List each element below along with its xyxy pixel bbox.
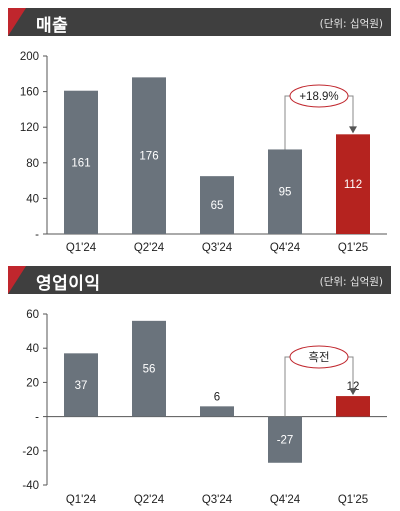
x-tick-label: Q2'24 (134, 494, 165, 506)
header-accent-triangle (8, 8, 26, 36)
x-tick-label: Q1'24 (66, 494, 97, 506)
data-label: 56 (143, 364, 156, 376)
y-tick-label: 200 (20, 51, 39, 63)
data-label: -27 (277, 435, 294, 447)
data-label: 6 (214, 391, 220, 403)
x-tick-label: Q1'24 (66, 242, 97, 254)
data-label: 176 (139, 151, 158, 163)
bar (64, 353, 98, 417)
bar (200, 176, 234, 234)
bar (268, 416, 302, 463)
bar (132, 320, 166, 417)
y-tick-label: 60 (26, 309, 39, 321)
bar (200, 406, 234, 417)
y-tick-label: 160 (20, 87, 39, 99)
revenue-section-header: 매출 (단위: 십억원) (8, 8, 391, 36)
annotation-label: +18.9% (299, 91, 338, 103)
bar (268, 149, 302, 234)
bar (132, 77, 166, 234)
y-tick-label: 80 (26, 158, 39, 170)
y-tick-label: 40 (26, 343, 39, 355)
bar (64, 90, 98, 235)
x-tick-label: Q3'24 (202, 494, 233, 506)
annotation-arrowhead (349, 388, 357, 396)
y-tick-label: 20 (26, 377, 39, 389)
revenue-bar-chart: - 40 80 120 160 200 161 176 65 95 112 Q1'24 Q2'24 Q3'… (20, 51, 387, 254)
x-tick-label: Q4'24 (270, 242, 301, 254)
data-label: 112 (344, 179, 362, 191)
annotation-arrowhead (349, 126, 357, 134)
header-accent-triangle (8, 266, 26, 294)
y-tick-label: -20 (22, 446, 39, 458)
y-tick-label: 40 (26, 193, 39, 205)
y-tick-label: - (35, 412, 39, 424)
y-tick-label: -40 (22, 480, 39, 492)
data-label: 37 (75, 380, 88, 392)
data-label: 95 (279, 187, 292, 199)
annotation-label: 흑전 (308, 350, 329, 364)
operating-profit-section-header: 영업이익 (단위: 십억원) (8, 266, 391, 294)
revenue-unit-label: (단위: 십억원) (319, 18, 383, 30)
x-tick-label: Q4'24 (270, 494, 301, 506)
y-tick-label: 120 (20, 122, 39, 134)
data-label: 65 (211, 200, 224, 212)
operating-profit-title: 영업이익 (36, 274, 101, 294)
revenue-title: 매출 (36, 16, 69, 36)
x-tick-label: Q1'25 (338, 242, 368, 254)
data-label: 161 (71, 157, 90, 169)
annotation-ellipse (289, 84, 349, 108)
x-tick-label: Q1'25 (338, 494, 368, 506)
bar (336, 134, 370, 234)
x-tick-label: Q2'24 (134, 242, 165, 254)
operating-profit-unit-label: (단위: 십억원) (319, 276, 383, 288)
annotation-ellipse (289, 345, 349, 369)
x-tick-label: Q3'24 (202, 242, 233, 254)
bar (336, 396, 370, 417)
y-tick-label: - (35, 229, 39, 241)
